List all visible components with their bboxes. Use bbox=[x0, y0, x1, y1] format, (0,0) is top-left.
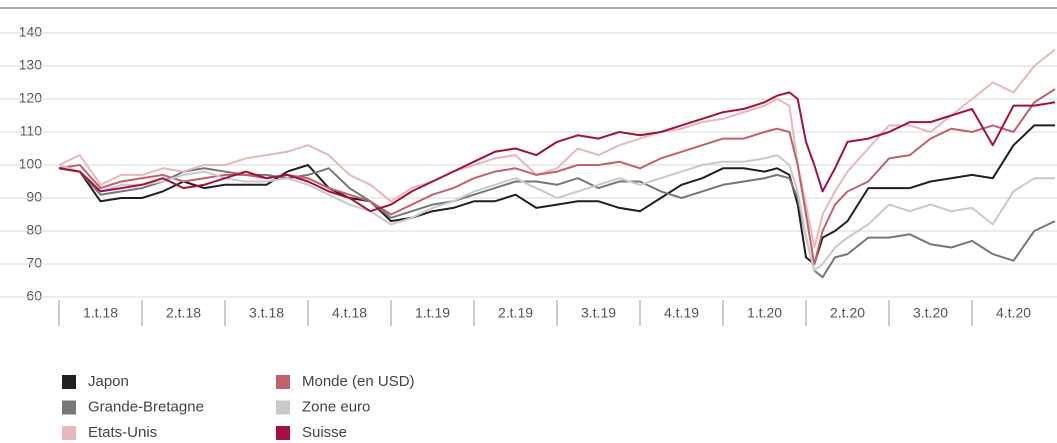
legend-swatch bbox=[276, 400, 290, 415]
x-tick-label: 3.t.19 bbox=[581, 305, 616, 321]
series-line bbox=[58, 167, 1056, 279]
legend-label: Japon bbox=[88, 373, 129, 390]
x-tick-label: 4.t.19 bbox=[664, 305, 699, 321]
x-tick-label: 3.t.20 bbox=[913, 305, 948, 321]
legend-label: Zone euro bbox=[302, 398, 370, 415]
legend-label: Monde (en USD) bbox=[302, 373, 415, 390]
legend-swatch bbox=[62, 400, 76, 415]
y-tick-label: 110 bbox=[20, 123, 43, 139]
y-tick-label: 60 bbox=[26, 288, 42, 304]
y-tick-label: 130 bbox=[19, 57, 43, 73]
x-tick-label: 1.t.20 bbox=[747, 305, 782, 321]
y-tick-label: 80 bbox=[26, 222, 42, 238]
legend-label: Suisse bbox=[302, 424, 347, 441]
y-tick-label: 140 bbox=[19, 24, 43, 40]
x-tick-label: 4.t.18 bbox=[332, 305, 367, 321]
x-tick-label: 2.t.20 bbox=[830, 305, 865, 321]
x-tick-label: 2.t.18 bbox=[166, 305, 201, 321]
series-line bbox=[58, 124, 1055, 265]
x-tick-label: 3.t.18 bbox=[249, 305, 284, 321]
legend-swatch bbox=[276, 426, 290, 440]
x-tick-label: 2.t.19 bbox=[498, 305, 533, 321]
series-line bbox=[58, 48, 1056, 249]
y-tick-label: 70 bbox=[26, 255, 42, 271]
y-tick-label: 90 bbox=[26, 189, 42, 205]
legend-swatch bbox=[276, 375, 290, 389]
series-line bbox=[58, 91, 1056, 213]
x-tick-label: 1.t.19 bbox=[415, 305, 450, 321]
series-line bbox=[58, 154, 1055, 272]
legend-label: Grande-Bretagne bbox=[88, 398, 204, 415]
x-tick-label: 1.t.18 bbox=[83, 305, 118, 321]
legend-swatch bbox=[62, 375, 76, 389]
series-line bbox=[58, 88, 1056, 265]
legend-swatch bbox=[62, 426, 76, 440]
y-tick-label: 120 bbox=[19, 90, 43, 106]
x-tick-label: 4.t.20 bbox=[996, 305, 1031, 321]
legend-label: Etats-Unis bbox=[88, 424, 157, 441]
y-tick-label: 100 bbox=[19, 156, 43, 172]
